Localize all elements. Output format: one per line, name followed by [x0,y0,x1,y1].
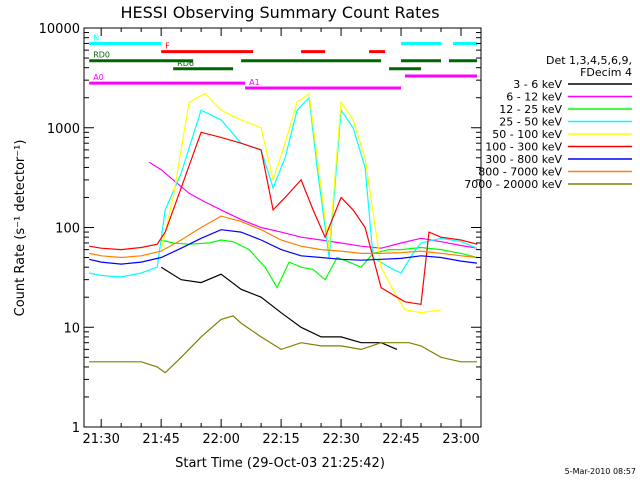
legend-entry-label: 7000 - 20000 keV [464,178,562,191]
series-line [160,92,442,314]
legend-entry-label: 25 - 50 keV [499,116,562,129]
series-line [160,266,398,350]
legend-entry-label: 800 - 7000 keV [478,166,562,179]
series-line [89,315,477,374]
y-tick-label: 1 [72,421,80,436]
series-lines [89,92,478,374]
status-bar-label: A0 [93,73,104,82]
x-tick-label: 22:15 [262,432,299,447]
footer-date: 5-Mar-2010 08:57 [565,467,636,476]
y-axis-label: Count Rate (s⁻¹ detector⁻¹) [13,140,28,317]
legend-entry-label: 3 - 6 keV [513,78,562,91]
x-tick-label: 22:00 [202,432,239,447]
status-bar-label: N [93,33,99,42]
status-bars: N F RD0 RD6 A0 A1 [89,33,478,90]
y-tick-label: 10000 [39,22,80,37]
legend-entry-label: 12 - 25 keV [499,103,562,116]
legend-entry-label: 6 - 12 keV [506,91,562,104]
series-line [89,131,478,305]
x-tick-label: 22:30 [322,432,359,447]
legend-entry-label: 100 - 300 keV [485,141,562,154]
legend-header-line-2: FDecim 4 [580,66,632,79]
x-tick-label: 21:30 [82,432,119,447]
legend-entry-label: 300 - 800 keV [485,153,562,166]
status-bar-label: RD0 [93,51,110,60]
legend-header-line-1: Det 1,3,4,5,6,9, [546,54,632,67]
legend-entry-label: 50 - 100 keV [492,128,562,141]
x-axis-label: Start Time (29-Oct-03 21:25:42) [175,456,385,471]
series-line [161,239,478,289]
chart-title: HESSI Observing Summary Count Rates [120,3,439,22]
status-bar-label: F [165,42,170,51]
y-tick-label: 100 [55,222,80,237]
x-tick-label: 21:45 [142,432,179,447]
series-line [148,161,478,249]
axes: 21:30 21:45 22:00 22:15 22:30 22:45 23:00 1 10 10… [39,22,481,447]
x-tick-label: 22:45 [382,432,419,447]
series-line [89,215,478,259]
y-tick-label: 1000 [47,122,80,137]
status-bar-label: RD6 [177,59,194,68]
status-bar-label: A1 [249,78,260,87]
y-tick-label: 10 [63,321,80,336]
series-line [89,229,478,265]
x-tick-label: 23:00 [442,432,479,447]
